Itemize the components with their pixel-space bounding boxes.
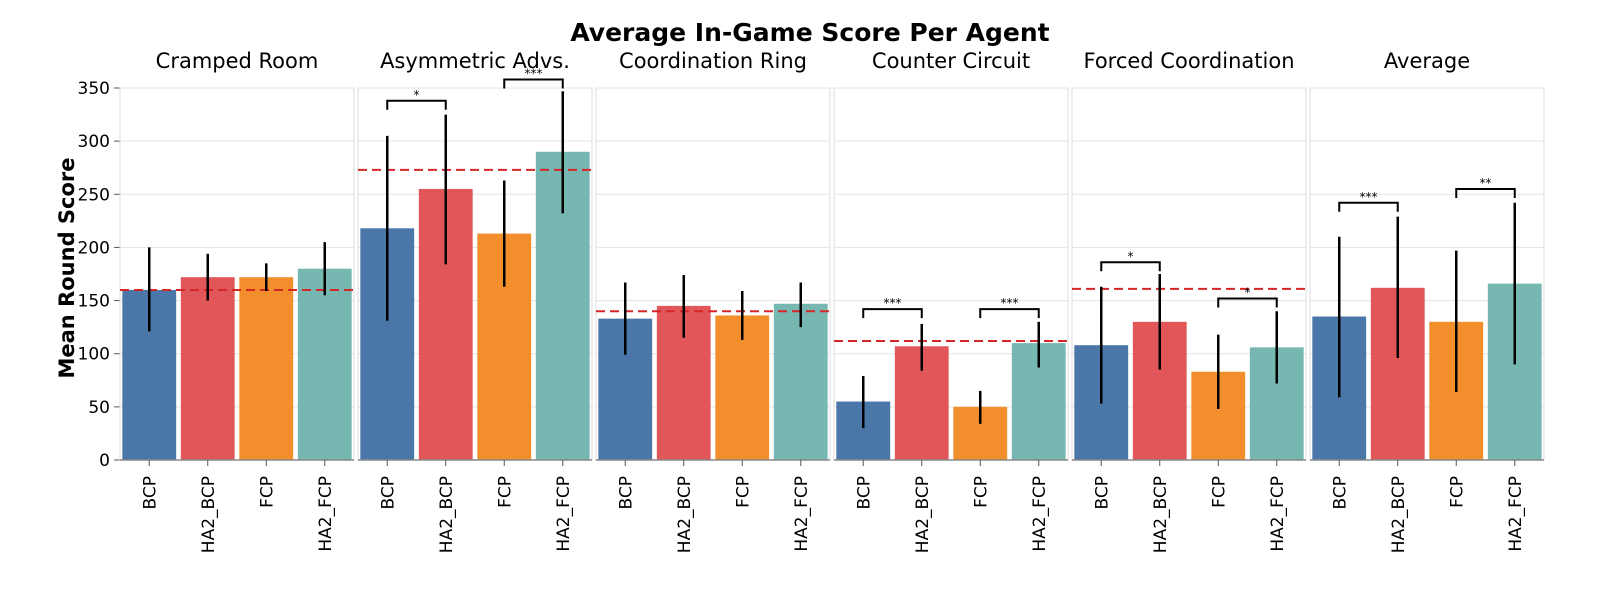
x-tick-label: FCP xyxy=(495,476,515,508)
panels: 0 50 100 150 200 250 300 350 Cramped Room BCP HA2_… xyxy=(78,49,1545,553)
significance-bracket xyxy=(1455,187,1516,198)
panel: Coordination Ring BCP HA2_BCP FCP HA2_FCP xyxy=(595,49,831,553)
significance-label: ** xyxy=(1480,176,1492,190)
x-tick-label: HA2_BCP xyxy=(1389,476,1409,553)
panel-title: Counter Circuit xyxy=(872,49,1030,73)
x-tick-label: HA2_FCP xyxy=(1030,476,1050,552)
panel-title: Average xyxy=(1384,49,1470,73)
x-tick-label: FCP xyxy=(971,476,991,508)
panel: Forced Coordination BCP HA2_BCP FCP HA2_FCP *… xyxy=(1071,49,1307,553)
panel-title: Asymmetric Advs. xyxy=(380,49,570,73)
x-tick-label: HA2_BCP xyxy=(437,476,457,553)
x-tick-label: FCP xyxy=(1209,476,1229,508)
panel-title: Cramped Room xyxy=(156,49,319,73)
panel: Counter Circuit BCP HA2_BCP FCP HA2_FCP *** **… xyxy=(833,49,1069,553)
x-tick-label: BCP xyxy=(140,476,160,510)
y-tick-label: 100 xyxy=(78,345,110,365)
x-tick-label: HA2_FCP xyxy=(792,476,812,552)
x-tick-label: BCP xyxy=(854,476,874,510)
significance-bracket xyxy=(1100,261,1161,272)
significance-label: *** xyxy=(1001,296,1019,310)
y-tick-label: 350 xyxy=(78,79,110,99)
x-tick-label: HA2_FCP xyxy=(1268,476,1288,552)
x-tick-label: HA2_BCP xyxy=(913,476,933,553)
bar xyxy=(773,303,828,460)
y-tick-label: 200 xyxy=(78,238,110,258)
x-tick-label: HA2_FCP xyxy=(316,476,336,552)
panel: Asymmetric Advs.BCP HA2_BCP FCP HA2_FCP**** xyxy=(357,49,593,553)
significance-label: * xyxy=(1245,285,1251,299)
x-tick-label: BCP xyxy=(378,476,398,510)
x-tick-label: FCP xyxy=(257,476,277,508)
significance-label: *** xyxy=(884,296,902,310)
x-tick-label: FCP xyxy=(1447,476,1467,508)
significance-label: *** xyxy=(1360,190,1378,204)
y-tick-label: 150 xyxy=(78,292,110,312)
x-tick-label: BCP xyxy=(1330,476,1350,510)
significance-bracket xyxy=(386,99,447,110)
x-tick-label: BCP xyxy=(1092,476,1112,510)
significance-bracket xyxy=(1338,201,1399,212)
x-tick-label: HA2_FCP xyxy=(554,476,574,552)
significance-bracket xyxy=(1217,297,1278,308)
y-axis-label: Mean Round Score xyxy=(55,157,79,378)
bar xyxy=(239,277,294,460)
chart-title: Average In-Game Score Per Agent xyxy=(570,18,1049,47)
significance-bracket xyxy=(862,308,923,319)
x-tick-label: FCP xyxy=(733,476,753,508)
bar xyxy=(180,277,235,460)
significance-bracket xyxy=(503,78,564,89)
significance-bracket xyxy=(979,308,1040,319)
bar xyxy=(297,268,352,460)
x-tick-label: HA2_BCP xyxy=(1151,476,1171,553)
x-tick-label: HA2_BCP xyxy=(199,476,219,553)
panel-title: Forced Coordination xyxy=(1083,49,1294,73)
x-tick-label: HA2_FCP xyxy=(1506,476,1526,552)
x-tick-label: HA2_BCP xyxy=(675,476,695,553)
y-tick-label: 250 xyxy=(78,185,110,205)
y-tick-label: 50 xyxy=(88,398,110,418)
significance-label: * xyxy=(1128,249,1134,263)
significance-label: * xyxy=(414,88,420,102)
panel: Cramped Room BCP HA2_BCP FCP HA2_FCP xyxy=(119,49,355,553)
significance-label: *** xyxy=(525,66,543,80)
x-tick-label: BCP xyxy=(616,476,636,510)
y-tick-label: 300 xyxy=(78,132,110,152)
y-tick-label: 0 xyxy=(99,451,110,471)
panel-title: Coordination Ring xyxy=(619,49,807,73)
